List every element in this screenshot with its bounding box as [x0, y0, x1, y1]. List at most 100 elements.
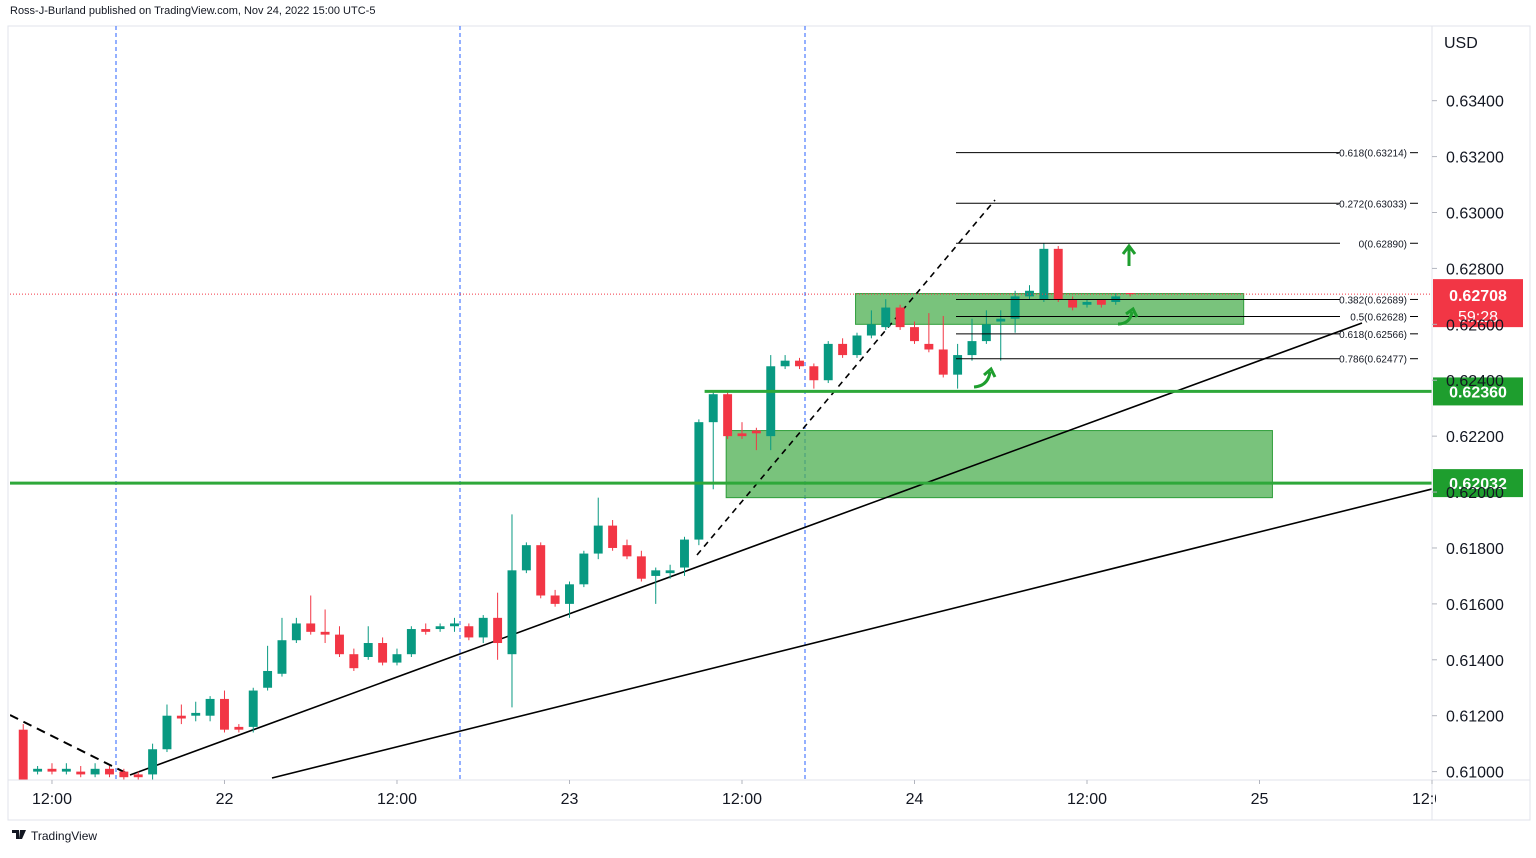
x-ticks: 12:00 22 12:00 23 12:00 24 12:00 25 12:00: [32, 780, 1452, 808]
trend-lines: [10, 199, 1432, 779]
fib-label: -0.618(0.63214): [1336, 149, 1407, 160]
candle-body: [176, 715, 186, 719]
trend-line: [10, 714, 131, 776]
candle-body: [521, 545, 531, 571]
logo: [12, 830, 26, 839]
x-tick-label: 12:00: [1412, 791, 1452, 808]
footer: TradingView: [31, 829, 97, 843]
candle-body: [737, 433, 747, 437]
arrow: [1117, 306, 1139, 326]
candle-body: [133, 774, 143, 778]
candle-body: [76, 771, 86, 775]
candle-body: [33, 768, 43, 772]
candle-body: [981, 324, 991, 342]
candle-body: [1025, 290, 1034, 297]
candle-body: [680, 539, 689, 568]
level-label: 0.62032: [1449, 476, 1507, 493]
arrow: [1121, 243, 1137, 266]
candle-body: [349, 654, 359, 669]
arrow: [973, 366, 997, 389]
candle-body: [694, 422, 704, 540]
candle-body: [335, 634, 344, 655]
candle-body: [852, 335, 862, 356]
candle-body: [881, 307, 891, 328]
currency: USD: [1444, 35, 1478, 52]
candle-body: [306, 623, 316, 632]
candle-body: [910, 327, 919, 342]
y-tick-label: 0.63200: [1446, 150, 1504, 167]
current-box: [1433, 279, 1523, 328]
zone: [725, 430, 1273, 499]
candle-body: [938, 349, 948, 375]
countdown: 59:28: [1458, 309, 1498, 326]
candle-body: [608, 525, 618, 548]
candle-body: [191, 712, 201, 716]
level-box: [1433, 377, 1523, 406]
candle-body: [550, 595, 560, 604]
fib-label: 0.786(0.62477): [1339, 355, 1407, 366]
fib-label: 0.5(0.62628): [1350, 312, 1407, 323]
x-tick-label: 12:00: [1067, 791, 1107, 808]
x-tick-label: 23: [561, 791, 579, 808]
candle-body: [162, 715, 172, 750]
candle-body: [220, 698, 229, 730]
x-tick-label: 12:00: [377, 791, 417, 808]
candle-body: [838, 343, 848, 356]
candle-body: [622, 545, 632, 557]
candle-body: [823, 343, 833, 381]
candle-body: [895, 307, 905, 328]
candle-body: [708, 394, 718, 423]
candle-body: [1082, 301, 1092, 305]
trend-line: [696, 199, 996, 556]
candle-body: [1053, 248, 1063, 300]
fib-label: 0.382(0.62689): [1339, 295, 1407, 306]
candle-body: [924, 343, 934, 350]
candle-body: [205, 698, 215, 716]
candle-body: [953, 355, 963, 375]
candle-body: [493, 617, 503, 644]
fib-label: 0(0.62890): [1359, 239, 1407, 250]
candle-body: [378, 643, 388, 663]
candle-body: [593, 525, 603, 554]
candle-body: [61, 768, 71, 772]
separators: [115, 26, 806, 780]
x-tick-label: 24: [906, 791, 924, 808]
candle-body: [565, 584, 574, 604]
y-tick-label: 0.61400: [1446, 653, 1504, 670]
candle-body: [665, 570, 675, 574]
candle-body: [320, 631, 330, 635]
y-tick-label: 0.61800: [1446, 541, 1504, 558]
y-tick-label: 0.62800: [1446, 261, 1504, 278]
zones: [725, 293, 1273, 499]
candle-body: [291, 623, 301, 641]
candle-body: [507, 570, 517, 655]
candle-body: [464, 626, 474, 638]
candle-body: [809, 366, 819, 381]
zone: [855, 293, 1245, 325]
candle-body: [119, 771, 129, 778]
candle-body: [780, 360, 790, 367]
candle-body: [967, 341, 977, 356]
x-tick-label: 12:00: [722, 791, 762, 808]
candle-body: [1068, 299, 1078, 308]
candle-body: [363, 643, 373, 657]
candle-body: [579, 553, 589, 585]
trend-line: [271, 488, 1432, 779]
candle-body: [421, 629, 431, 632]
fib-label: 0.618(0.62566): [1339, 330, 1407, 341]
candle-body: [636, 556, 646, 579]
candle-body: [723, 394, 733, 437]
candle-body: [651, 570, 661, 576]
y-tick-label: 0.63000: [1446, 206, 1504, 223]
y-tick-label: 0.61000: [1446, 765, 1504, 782]
level-label: 0.62360: [1449, 384, 1507, 401]
footer-logo: TradingView: [12, 829, 97, 843]
trend-line: [129, 322, 1363, 776]
candle-body: [996, 318, 1006, 322]
candle-body: [90, 768, 100, 775]
y-tick-label: 0.61200: [1446, 709, 1504, 726]
candle-body: [105, 768, 114, 775]
frame: [7, 25, 1531, 821]
